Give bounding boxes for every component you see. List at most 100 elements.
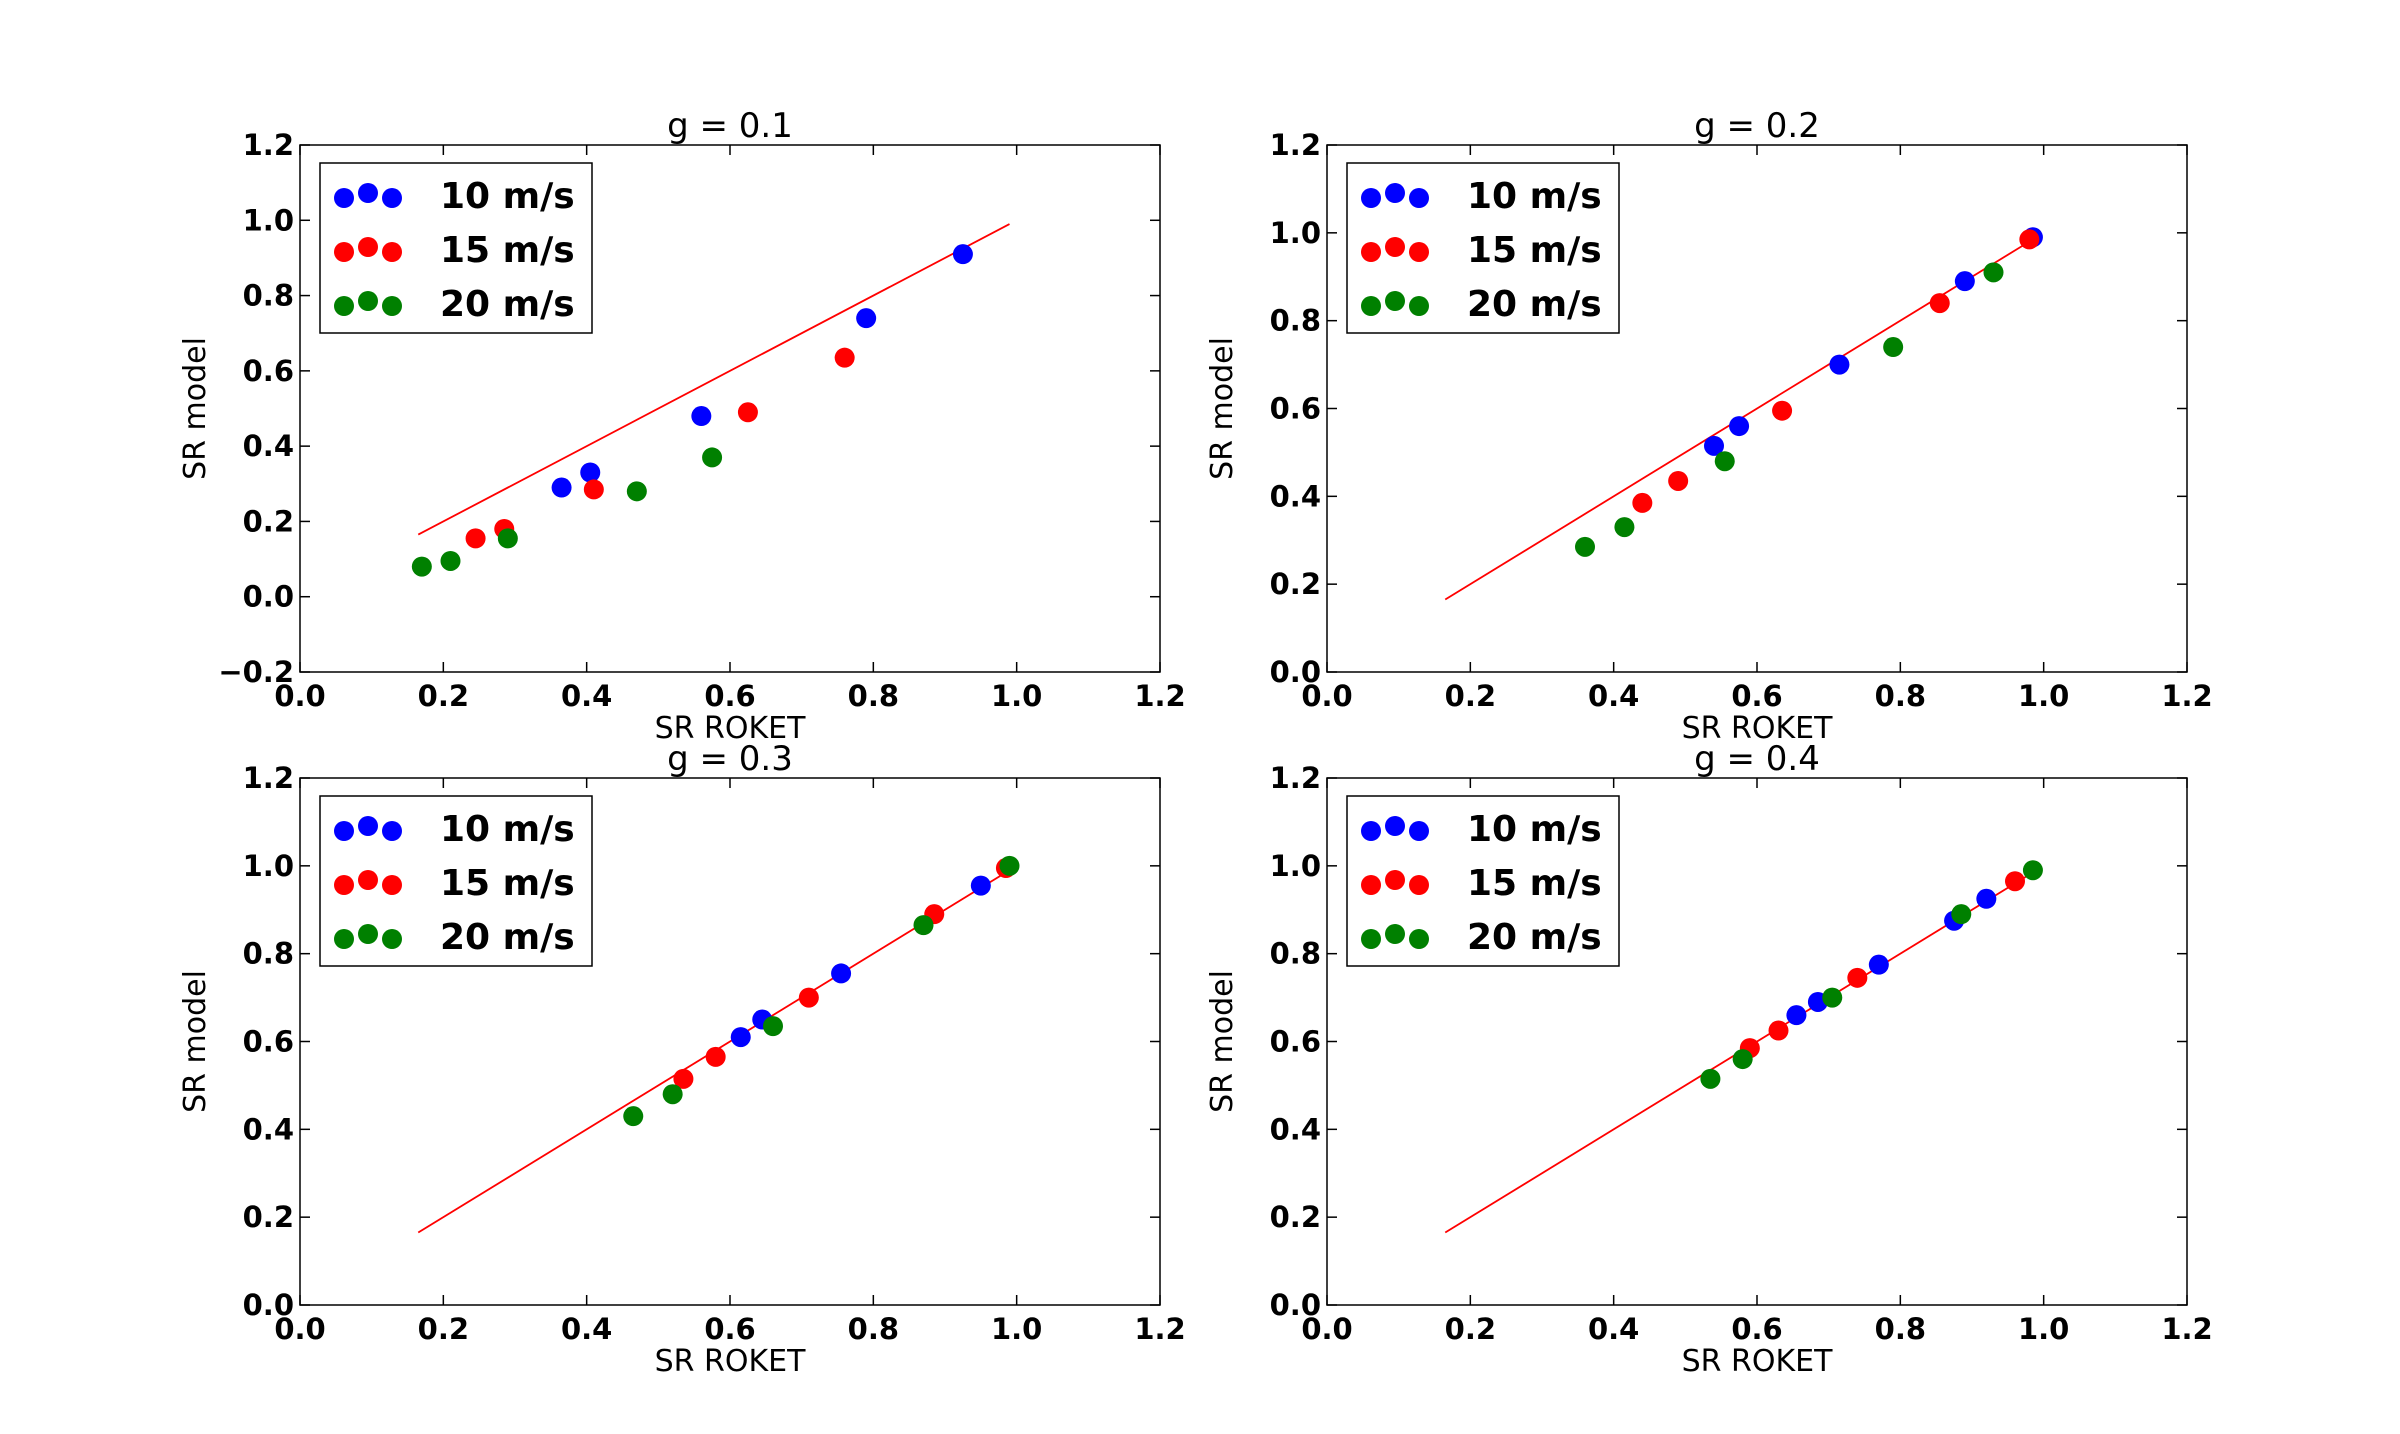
legend-marker [382,821,402,841]
y-tick-label: 1.2 [1270,761,1321,795]
data-point-10-m-s [1868,954,1889,975]
legend-marker [1409,296,1429,316]
x-tick-label: 0.4 [1588,679,1639,713]
subplot-title: g = 0.1 [667,106,793,146]
subplot-4: 0.0 0.2 0.4 0.6 0.8 1.0 1.2 0.0 0.2 0.4 0.6 0.8 1.0 1… [1205,739,2213,1379]
legend-marker [1361,296,1381,316]
y-tick-label: 0.6 [1270,392,1321,426]
legend-marker [1409,188,1429,208]
y-tick-label: −0.2 [218,655,294,689]
data-point-20-m-s [702,447,723,468]
data-point-15-m-s [465,528,486,549]
x-tick-label: 0.6 [704,1312,755,1346]
y-tick-label: 0.8 [243,279,294,313]
data-point-15-m-s [1929,293,1950,314]
data-point-15-m-s [737,402,758,423]
data-point-20-m-s [440,550,461,571]
data-point-15-m-s [1632,492,1653,513]
data-point-15-m-s [1768,1020,1789,1041]
legend-label: 20 m/s [440,917,575,958]
y-tick-label: 0.0 [243,580,294,614]
data-point-15-m-s [1668,470,1689,491]
x-tick-label: 0.8 [1875,679,1926,713]
legend-marker [382,242,402,262]
legend-marker [358,183,378,203]
reference-line [417,223,1010,536]
subplot-title: g = 0.3 [667,739,793,779]
legend-marker [1361,875,1381,895]
x-tick-label: 1.0 [991,679,1042,713]
data-point-15-m-s [834,347,855,368]
data-point-10-m-s [1954,271,1975,292]
data-point-15-m-s [2019,229,2040,250]
legend-marker [1361,821,1381,841]
x-tick-label: 0.0 [1301,679,1352,713]
legend-marker [334,821,354,841]
data-point-15-m-s [1772,400,1793,421]
legend-marker [1409,821,1429,841]
subplot-2: 0.0 0.2 0.4 0.6 0.8 1.0 1.2 0.0 0.2 0.4 0.6 0.8 1.0 1… [1205,106,2213,746]
y-axis-label: SR model [1205,970,1240,1113]
data-point-10-m-s [831,963,852,984]
legend-marker [334,875,354,895]
x-tick-label: 0.2 [418,679,469,713]
y-tick-label: 0.8 [243,937,294,971]
y-tick-label: 1.0 [1270,216,1321,250]
y-tick-label: 0.0 [1270,1288,1321,1322]
y-tick-label: 0.2 [1270,1200,1321,1234]
y-tick-label: 0.4 [1270,1112,1321,1146]
y-tick-label: 0.2 [1270,567,1321,601]
legend-marker [1385,924,1405,944]
x-tick-label: 1.2 [1134,1312,1185,1346]
legend-marker [334,242,354,262]
legend-marker [334,188,354,208]
x-tick-label: 0.0 [274,679,325,713]
y-tick-label: 0.6 [243,354,294,388]
legend-marker [1361,929,1381,949]
y-tick-label: 1.0 [243,849,294,883]
y-tick-label: 1.2 [1270,128,1321,162]
subplot-title: g = 0.4 [1694,739,1820,779]
legend-marker [1409,242,1429,262]
data-point-20-m-s [1732,1049,1753,1070]
x-tick-label: 0.2 [1445,679,1496,713]
y-tick-label: 0.4 [1270,479,1321,513]
subplot-1: 0.0 0.2 0.4 0.6 0.8 1.0 1.2−0.20.00.20.40.60.8… [178,106,1186,746]
legend-label: 10 m/s [1467,809,1602,850]
x-tick-label: 0.0 [1301,1312,1352,1346]
y-axis-label: SR model [178,970,213,1113]
legend-label: 20 m/s [1467,917,1602,958]
legend-marker [1385,291,1405,311]
y-tick-label: 0.6 [243,1025,294,1059]
legend-marker [358,870,378,890]
x-tick-label: 0.8 [848,679,899,713]
legend-marker [1409,929,1429,949]
x-tick-label: 0.2 [1445,1312,1496,1346]
y-tick-label: 0.0 [243,1288,294,1322]
data-point-10-m-s [551,477,572,498]
data-point-10-m-s [691,406,712,427]
y-axis-label: SR model [178,337,213,480]
data-point-20-m-s [662,1084,683,1105]
data-point-20-m-s [2022,860,2043,881]
legend-marker [358,924,378,944]
data-point-10-m-s [1829,354,1850,375]
data-point-20-m-s [999,855,1020,876]
data-point-20-m-s [623,1106,644,1127]
x-axis-label: SR ROKET [1682,711,1834,746]
y-tick-label: 0.6 [1270,1025,1321,1059]
data-point-20-m-s [1822,987,1843,1008]
data-point-15-m-s [705,1046,726,1067]
legend-marker [1385,183,1405,203]
legend-marker [382,188,402,208]
y-tick-label: 0.2 [243,504,294,538]
legend-marker [1385,816,1405,836]
y-tick-label: 1.0 [1270,849,1321,883]
data-point-10-m-s [1704,435,1724,456]
data-point-15-m-s [2005,871,2025,892]
legend-label: 10 m/s [440,809,575,850]
legend-marker [358,291,378,311]
data-point-20-m-s [626,481,647,502]
data-point-20-m-s [1983,262,2004,283]
